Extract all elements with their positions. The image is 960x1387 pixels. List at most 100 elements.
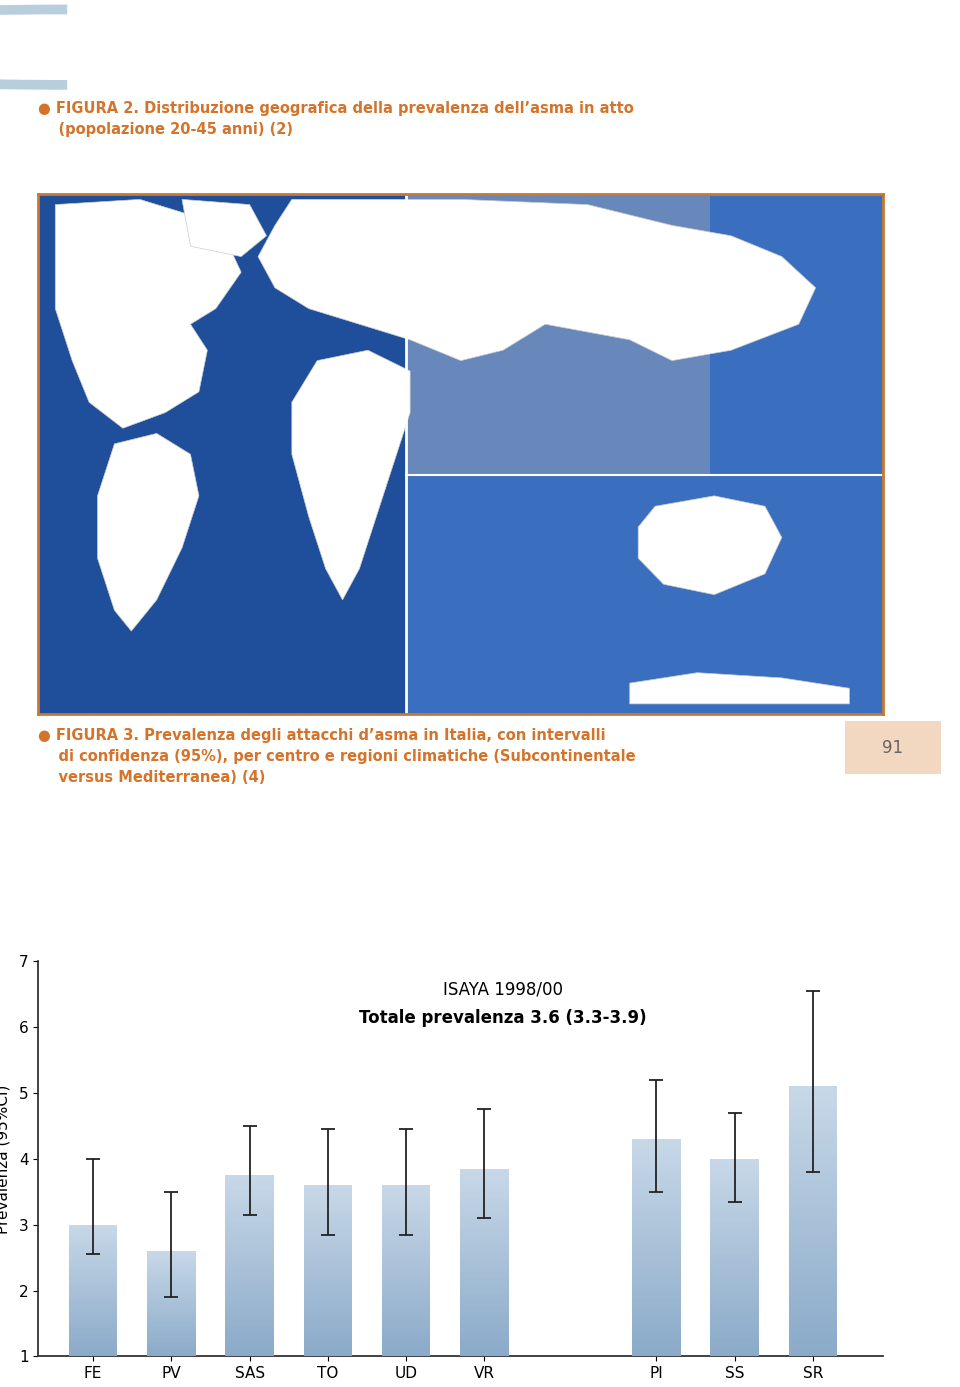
Bar [303,1270,352,1273]
Bar [226,1175,274,1178]
Bar [710,1340,758,1341]
Bar [632,1142,681,1144]
Bar [303,1230,352,1232]
Bar [710,1294,758,1297]
Bar [226,1200,274,1203]
Bar [460,1194,509,1197]
Bar [303,1200,352,1203]
Bar [303,1330,352,1333]
Bar [632,1269,681,1272]
Bar [632,1144,681,1147]
Bar [460,1214,509,1215]
Bar [460,1284,509,1286]
Bar [788,1333,837,1336]
Bar [69,1313,117,1315]
Bar [632,1257,681,1258]
Bar [460,1319,509,1322]
Bar [460,1234,509,1237]
Bar [632,1164,681,1166]
Bar [710,1265,758,1268]
Bar [382,1290,430,1293]
Bar [382,1337,430,1340]
Bar [69,1244,117,1246]
Bar [69,1302,117,1304]
Bar [788,1316,837,1319]
Bar [788,1218,837,1222]
Bar [226,1345,274,1347]
Bar [632,1313,681,1316]
Bar [460,1265,509,1268]
Bar [710,1223,758,1226]
Bar [460,1178,509,1180]
Bar [226,1279,274,1282]
Bar [303,1345,352,1348]
Bar [382,1316,430,1318]
Bar [69,1332,117,1333]
Bar [303,1293,352,1294]
Bar [788,1350,837,1354]
Bar [69,1254,117,1257]
Bar [710,1354,758,1356]
Bar [69,1230,117,1232]
Bar [69,1269,117,1270]
Bar [226,1300,274,1302]
Bar [382,1289,430,1290]
Bar [788,1279,837,1282]
Bar [69,1286,117,1287]
Bar [460,1298,509,1300]
Bar [69,1345,117,1347]
Bar [460,1227,509,1230]
Bar [303,1187,352,1190]
Bar [460,1275,509,1276]
Bar [303,1184,352,1187]
Bar [632,1186,681,1189]
Polygon shape [630,673,850,705]
Bar [710,1161,758,1164]
Bar [632,1300,681,1302]
Bar [226,1332,274,1334]
Bar [632,1204,681,1207]
Bar [303,1211,352,1214]
Bar [382,1187,430,1190]
Bar [303,1322,352,1325]
Bar [632,1283,681,1286]
Bar [226,1223,274,1225]
Bar [788,1164,837,1168]
Bar [303,1325,352,1326]
Bar [303,1215,352,1218]
Bar [710,1255,758,1258]
Bar [460,1169,509,1171]
Bar [460,1291,509,1293]
Bar [382,1222,430,1223]
Bar [460,1312,509,1315]
Bar [460,1322,509,1323]
Bar [69,1329,117,1330]
Bar [460,1239,509,1241]
Bar [226,1289,274,1291]
Bar [406,194,883,714]
Bar [710,1201,758,1204]
Bar [788,1110,837,1114]
Bar [788,1107,837,1110]
Bar [460,1183,509,1184]
Bar [788,1319,837,1323]
Bar [69,1275,117,1276]
Bar [632,1147,681,1150]
Bar [382,1218,430,1219]
Bar [69,1279,117,1280]
Bar [710,1280,758,1283]
Bar [460,1326,509,1329]
Bar [632,1289,681,1291]
Bar [788,1180,837,1184]
Bar [382,1234,430,1237]
Bar [788,1140,837,1144]
Bar [788,1354,837,1356]
Bar [632,1246,681,1248]
Bar [69,1341,117,1343]
Bar [226,1313,274,1316]
Bar [69,1265,117,1266]
Polygon shape [638,497,781,595]
Bar [382,1345,430,1348]
Bar [710,1287,758,1290]
Bar [226,1350,274,1352]
